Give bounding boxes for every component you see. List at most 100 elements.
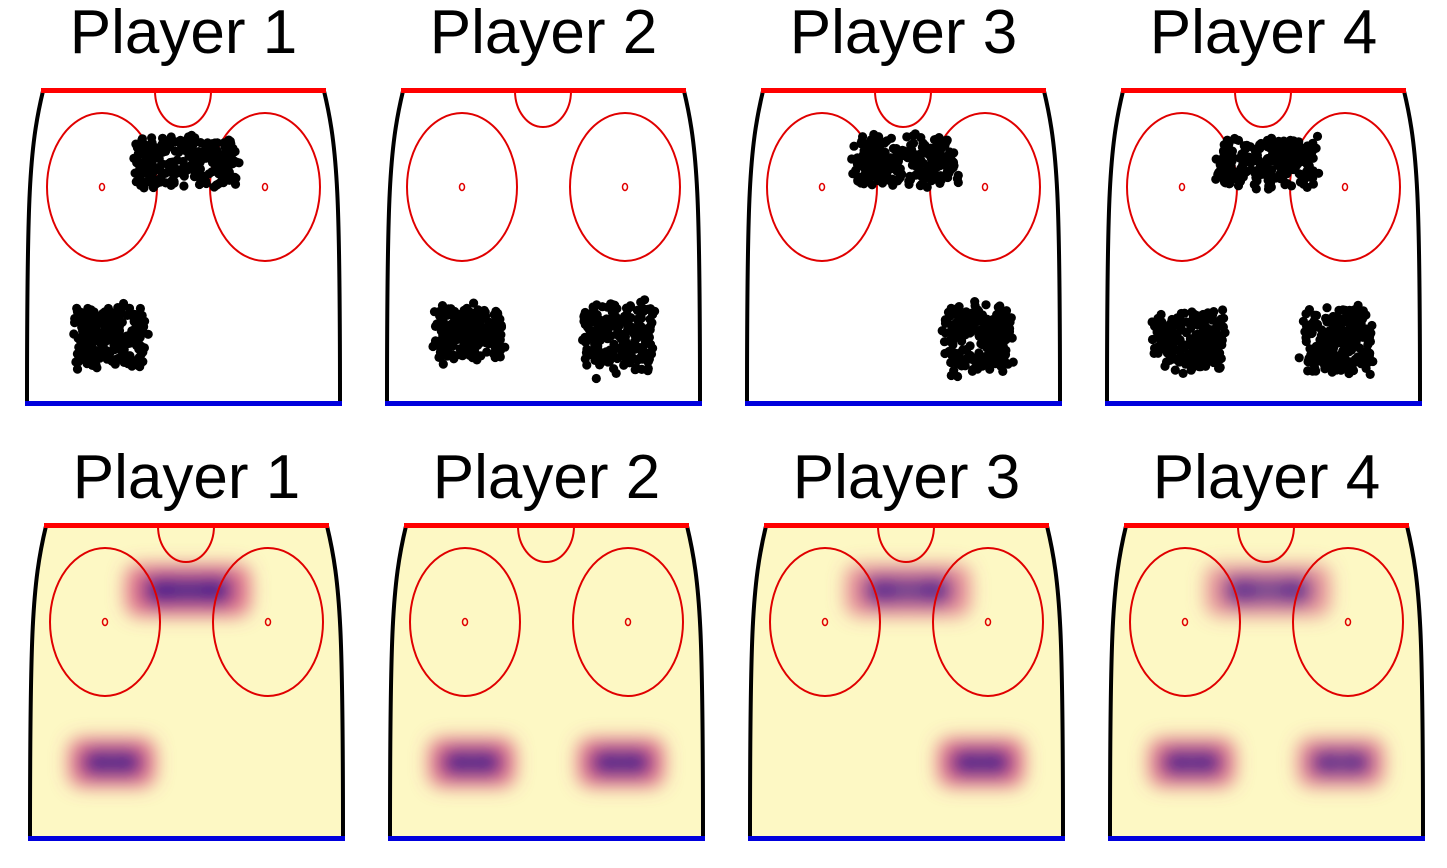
faceoff-circle-right: [929, 112, 1041, 262]
scatter-point: [604, 356, 615, 366]
faceoff-dot-left: [458, 182, 466, 192]
scatter-point: [1168, 348, 1178, 358]
scatter-point: [87, 349, 97, 359]
scatter-point: [169, 176, 179, 187]
scatter-point: [122, 331, 132, 341]
scatter-point: [1264, 181, 1274, 191]
scatter-point: [579, 310, 589, 321]
scatter-point: [77, 320, 87, 330]
scatter-point: [457, 351, 468, 361]
scatter-point: [998, 366, 1008, 376]
scatter-point: [645, 314, 655, 324]
scatter-point: [955, 324, 965, 334]
density-background: [390, 526, 703, 838]
scatter-point: [476, 351, 486, 361]
scatter-point: [958, 331, 968, 341]
scatter-point: [1225, 178, 1235, 189]
scatter-point: [1328, 343, 1338, 353]
scatter-point: [88, 355, 98, 365]
scatter-point: [437, 301, 448, 311]
scatter-point: [593, 318, 603, 328]
scatter-panel: [1105, 88, 1422, 406]
faceoff-circle-right: [572, 547, 684, 697]
scatter-point: [1354, 304, 1364, 314]
scatter-point: [851, 165, 861, 175]
scatter-point: [1236, 169, 1246, 180]
scatter-point: [919, 141, 929, 151]
scatter-point: [881, 160, 891, 171]
scatter-point: [614, 320, 624, 330]
scatter-point: [99, 328, 109, 338]
hotspot-peak: [1348, 751, 1368, 775]
scatter-point: [940, 348, 950, 359]
scatter-point: [642, 350, 652, 360]
scatter-point: [1154, 341, 1164, 351]
scatter-point: [592, 310, 602, 320]
panel-title: Player 3: [789, 0, 1018, 67]
scatter-point: [1218, 305, 1228, 315]
hotspot-peak: [445, 751, 465, 775]
scatter-point: [215, 161, 225, 171]
scatter-point: [849, 141, 859, 151]
crease-arc: [514, 90, 572, 128]
scatter-point: [469, 298, 479, 308]
scatter-point: [1176, 320, 1186, 330]
scatter-point: [73, 333, 83, 343]
scatter-point: [1186, 355, 1196, 365]
scatter-point: [640, 295, 650, 305]
scatter-point: [1211, 154, 1221, 164]
scatter-point: [1298, 156, 1308, 166]
scatter-point: [896, 170, 906, 180]
scatter-point: [638, 304, 648, 314]
faceoff-circle-right: [209, 112, 321, 262]
scatter-point: [1003, 359, 1013, 369]
scatter-point: [1233, 135, 1244, 145]
scatter-point: [156, 166, 166, 176]
scatter-point: [188, 162, 198, 172]
scatter-point: [1188, 313, 1198, 323]
scatter-point: [584, 347, 594, 357]
scatter-point: [1304, 353, 1314, 363]
scatter-point: [981, 300, 991, 310]
scatter-point: [473, 315, 483, 325]
faceoff-circle-left: [769, 547, 881, 697]
scatter-point: [1175, 355, 1185, 365]
scatter-point: [224, 135, 234, 145]
crease-arc: [154, 90, 212, 128]
faceoff-dot-left: [461, 617, 469, 627]
scatter-point: [453, 334, 463, 344]
scatter-point: [459, 314, 469, 324]
scatter-point: [165, 142, 175, 152]
scatter-point: [1322, 303, 1332, 313]
hotspot-peak: [1314, 751, 1334, 775]
scatter-point: [965, 328, 975, 338]
scatter-point: [178, 156, 188, 167]
scatter-point: [872, 147, 882, 157]
scatter-point: [230, 172, 240, 182]
scatter-point: [1308, 366, 1318, 376]
scatter-point: [1340, 354, 1350, 364]
scatter-point: [493, 311, 503, 321]
faceoff-dot-left: [1178, 182, 1186, 192]
scatter-point: [946, 357, 956, 368]
scatter-point: [97, 338, 107, 348]
scatter-point: [495, 352, 505, 362]
rink-markings: [1129, 525, 1404, 697]
scatter-point: [1201, 354, 1211, 364]
scatter-point: [1332, 313, 1342, 323]
scatter-point: [139, 343, 149, 353]
scatter-point: [910, 129, 920, 139]
scatter-point: [450, 306, 460, 317]
hotspot-peak: [1165, 751, 1185, 775]
scatter-point: [650, 306, 660, 316]
scatter-point: [879, 152, 889, 162]
scatter-point: [1298, 316, 1308, 326]
scatter-point: [1156, 309, 1166, 320]
scatter-point: [634, 344, 644, 354]
scatter-point: [472, 322, 482, 332]
scatter-point: [874, 132, 884, 142]
scatter-point: [131, 139, 141, 149]
scatter-point: [1263, 155, 1273, 165]
hotspot-peak: [1199, 751, 1219, 775]
scatter-point: [622, 309, 632, 319]
